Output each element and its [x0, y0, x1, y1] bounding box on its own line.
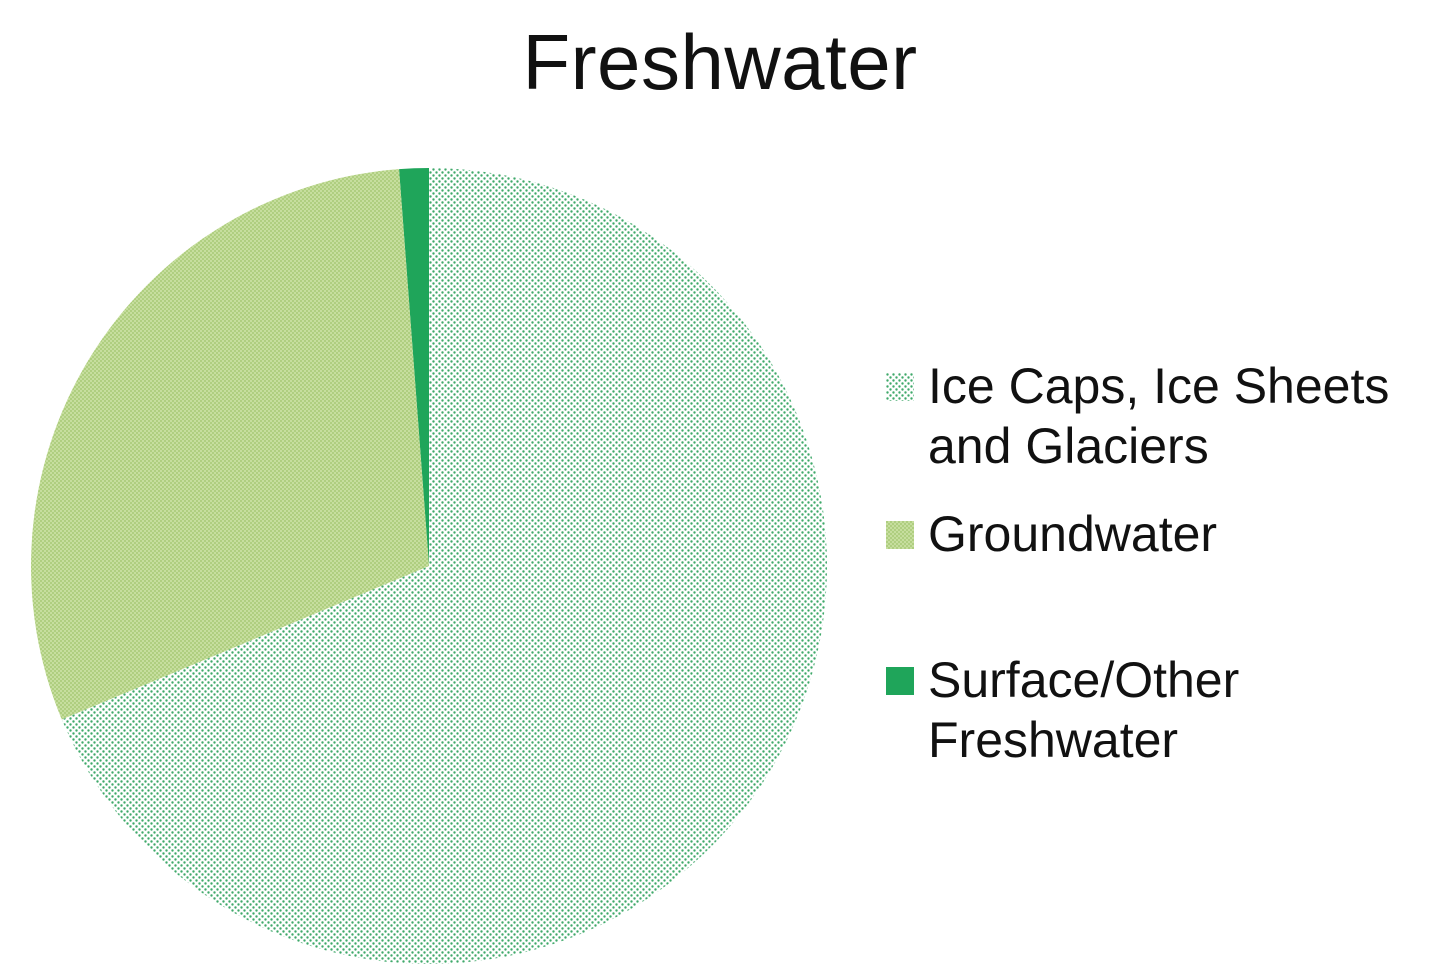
legend-item-ice-caps: Ice Caps, Ice Sheets and Glaciers: [886, 356, 1426, 476]
pie-slice-ice-caps: [61, 168, 828, 964]
legend-swatch-surface-other: [886, 667, 914, 695]
legend-swatch-ice-caps: [886, 373, 914, 401]
legend-item-surface-other: Surface/Other Freshwater: [886, 650, 1426, 770]
surface-swatch-fill: [886, 667, 914, 695]
legend-label-surface-other: Surface/Other Freshwater: [928, 652, 1240, 768]
pie-slice-surface-other: [399, 168, 429, 566]
legend-label-groundwater: Groundwater: [928, 506, 1218, 562]
chart-title: Freshwater: [522, 18, 918, 106]
legend-label-ice-caps: Ice Caps, Ice Sheets and Glaciers: [928, 358, 1390, 474]
pie-slice-groundwater: [31, 169, 429, 720]
legend-item-groundwater: Groundwater: [886, 504, 1426, 564]
legend-swatch-groundwater: [886, 521, 914, 549]
